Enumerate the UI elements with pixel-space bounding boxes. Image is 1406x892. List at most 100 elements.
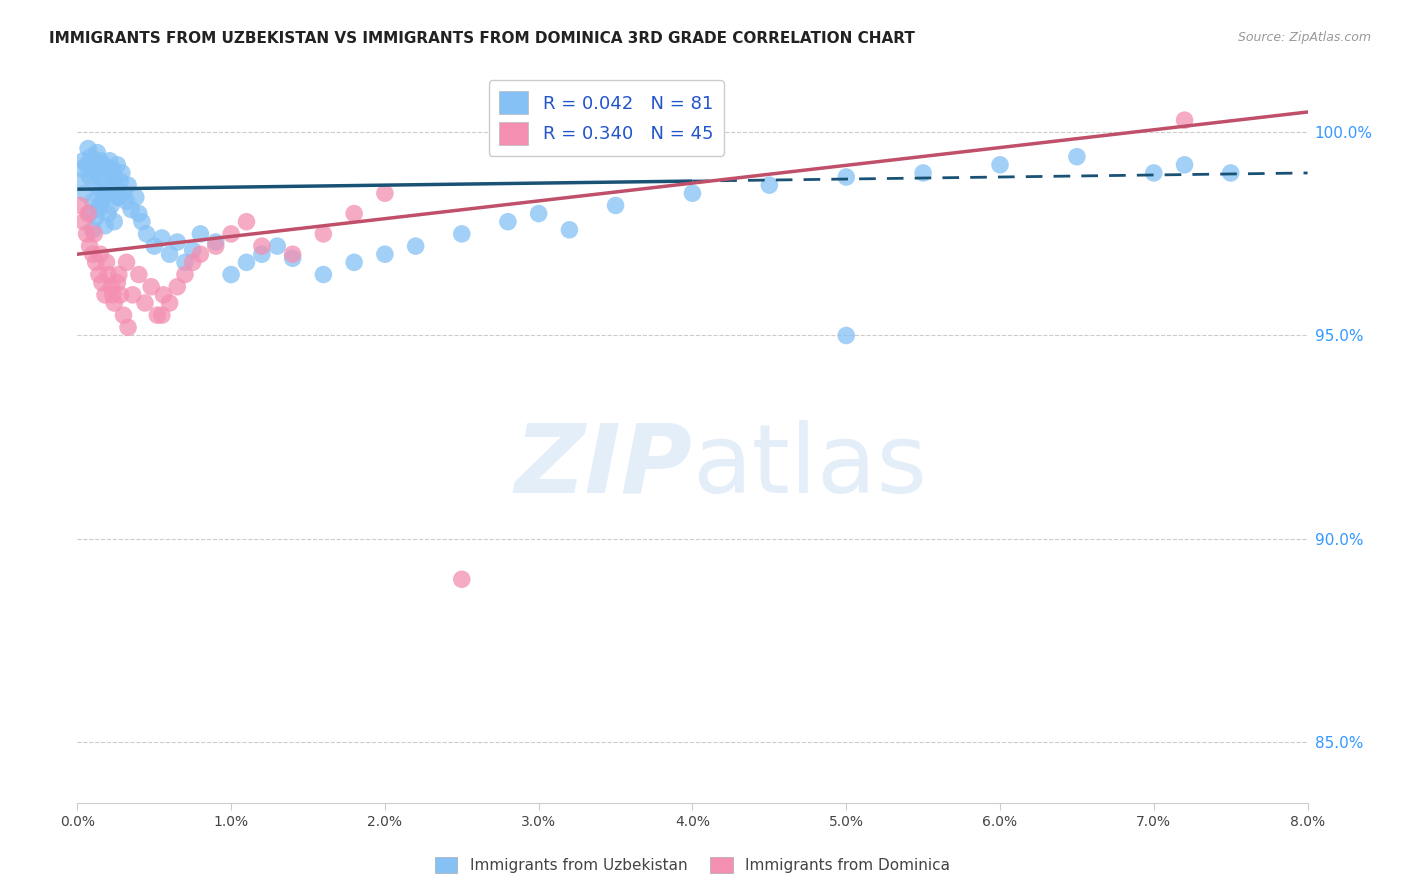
Text: Source: ZipAtlas.com: Source: ZipAtlas.com — [1237, 31, 1371, 45]
Point — [76, 158, 98, 172]
Point — [90, 194, 114, 209]
Point — [96, 255, 118, 269]
Point — [128, 268, 150, 282]
Point — [111, 166, 134, 180]
Point — [72, 215, 94, 229]
Point — [70, 161, 93, 176]
Point — [100, 279, 122, 293]
Point — [83, 166, 105, 180]
Point — [77, 206, 100, 220]
Point — [374, 186, 396, 201]
Point — [343, 206, 366, 220]
Point — [77, 142, 100, 156]
Point — [166, 235, 188, 249]
Point — [73, 186, 96, 201]
Point — [80, 150, 103, 164]
Point — [115, 194, 138, 209]
Point — [152, 288, 174, 302]
Point — [159, 247, 181, 261]
Point — [181, 243, 204, 257]
Point — [84, 178, 107, 193]
Point — [79, 239, 101, 253]
Point — [97, 186, 120, 201]
Point — [84, 211, 107, 225]
Point — [135, 227, 157, 241]
Point — [84, 255, 107, 269]
Point — [87, 202, 110, 217]
Point — [405, 239, 427, 253]
Point — [131, 215, 153, 229]
Point — [117, 320, 139, 334]
Text: atlas: atlas — [693, 420, 928, 513]
Point — [682, 186, 704, 201]
Point — [103, 215, 125, 229]
Point — [150, 308, 173, 322]
Point — [912, 166, 935, 180]
Point — [79, 206, 101, 220]
Point — [82, 161, 104, 176]
Point — [69, 174, 91, 188]
Point — [89, 153, 111, 168]
Point — [988, 158, 1011, 172]
Point — [108, 268, 131, 282]
Point — [89, 247, 111, 261]
Point — [76, 227, 98, 241]
Point — [174, 255, 197, 269]
Point — [125, 190, 148, 204]
Point — [108, 190, 131, 204]
Legend: Immigrants from Uzbekistan, Immigrants from Dominica: Immigrants from Uzbekistan, Immigrants f… — [429, 851, 956, 880]
Point — [250, 239, 273, 253]
Point — [93, 158, 115, 172]
Point — [835, 328, 858, 343]
Point — [190, 247, 212, 261]
Point — [204, 235, 226, 249]
Point — [112, 186, 135, 201]
Point — [101, 288, 124, 302]
Point — [120, 202, 142, 217]
Point — [105, 190, 128, 204]
Point — [204, 239, 226, 253]
Point — [1219, 166, 1241, 180]
Point — [146, 308, 169, 322]
Point — [159, 296, 181, 310]
Point — [143, 239, 166, 253]
Point — [134, 296, 156, 310]
Point — [98, 153, 121, 168]
Point — [150, 231, 173, 245]
Point — [86, 145, 108, 160]
Point — [97, 206, 120, 220]
Point — [121, 288, 143, 302]
Point — [496, 215, 519, 229]
Point — [1143, 166, 1166, 180]
Point — [1066, 150, 1088, 164]
Point — [90, 276, 114, 290]
Point — [190, 227, 212, 241]
Point — [72, 153, 94, 168]
Point — [112, 308, 135, 322]
Point — [235, 215, 257, 229]
Point — [281, 247, 304, 261]
Point — [103, 296, 125, 310]
Point — [343, 255, 366, 269]
Point — [1174, 158, 1197, 172]
Point — [79, 169, 101, 184]
Point — [219, 227, 242, 241]
Point — [100, 198, 122, 212]
Point — [87, 198, 110, 212]
Point — [605, 198, 627, 212]
Point — [117, 178, 139, 193]
Point — [110, 288, 132, 302]
Point — [181, 255, 204, 269]
Point — [450, 572, 472, 586]
Point — [219, 268, 242, 282]
Point — [101, 161, 124, 176]
Point — [69, 198, 91, 212]
Point — [110, 174, 132, 188]
Point — [250, 247, 273, 261]
Point — [94, 174, 117, 188]
Point — [105, 276, 128, 290]
Point — [527, 206, 550, 220]
Point — [835, 169, 858, 184]
Text: ZIP: ZIP — [515, 420, 693, 513]
Point — [266, 239, 288, 253]
